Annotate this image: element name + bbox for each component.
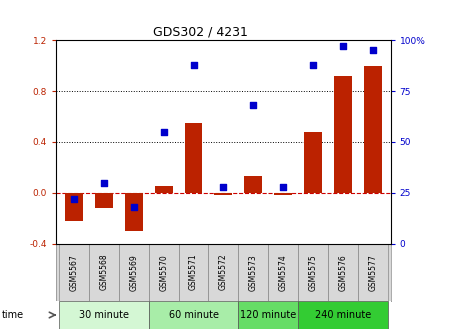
Bar	[298, 301, 387, 329]
Bar	[238, 244, 268, 301]
Bar	[298, 244, 328, 301]
Bar	[185, 123, 202, 193]
Text: GSM5576: GSM5576	[339, 254, 348, 291]
Text: GSM5567: GSM5567	[70, 254, 79, 291]
Point	[220, 184, 227, 190]
Text: GDS302 / 4231: GDS302 / 4231	[154, 26, 248, 39]
Bar	[364, 66, 382, 193]
Text: 30 minute: 30 minute	[79, 310, 129, 320]
Bar	[238, 301, 298, 329]
Point	[309, 62, 317, 68]
Bar	[358, 244, 387, 301]
Bar	[155, 186, 172, 193]
Bar	[59, 301, 149, 329]
Point	[160, 129, 167, 134]
Bar	[328, 244, 358, 301]
Point	[130, 204, 137, 210]
Bar	[208, 244, 238, 301]
Bar	[149, 301, 238, 329]
Bar	[215, 193, 232, 195]
Point	[190, 62, 197, 68]
Bar	[125, 193, 143, 231]
Text: GSM5575: GSM5575	[308, 254, 317, 291]
Text: GSM5572: GSM5572	[219, 254, 228, 291]
Text: GSM5571: GSM5571	[189, 254, 198, 291]
Bar	[179, 244, 208, 301]
Point	[339, 44, 347, 49]
Text: GSM5574: GSM5574	[279, 254, 288, 291]
Bar	[65, 193, 83, 221]
Text: GSM5577: GSM5577	[368, 254, 377, 291]
Point	[100, 180, 107, 185]
Bar	[89, 244, 119, 301]
Point	[250, 103, 257, 108]
Point	[280, 184, 287, 190]
Text: GSM5568: GSM5568	[99, 254, 108, 291]
Text: GSM5569: GSM5569	[129, 254, 138, 291]
Point	[70, 196, 78, 202]
Bar	[274, 193, 292, 195]
Text: GSM5573: GSM5573	[249, 254, 258, 291]
Bar	[119, 244, 149, 301]
Bar	[95, 193, 113, 208]
Text: GSM5570: GSM5570	[159, 254, 168, 291]
Bar	[334, 76, 352, 193]
Bar	[304, 132, 322, 193]
Point	[369, 48, 376, 53]
Text: 60 minute: 60 minute	[168, 310, 219, 320]
Text: time: time	[2, 310, 24, 320]
Text: 240 minute: 240 minute	[315, 310, 371, 320]
Bar	[268, 244, 298, 301]
Text: 120 minute: 120 minute	[240, 310, 296, 320]
Bar	[244, 176, 262, 193]
Bar	[149, 244, 179, 301]
Bar	[59, 244, 89, 301]
